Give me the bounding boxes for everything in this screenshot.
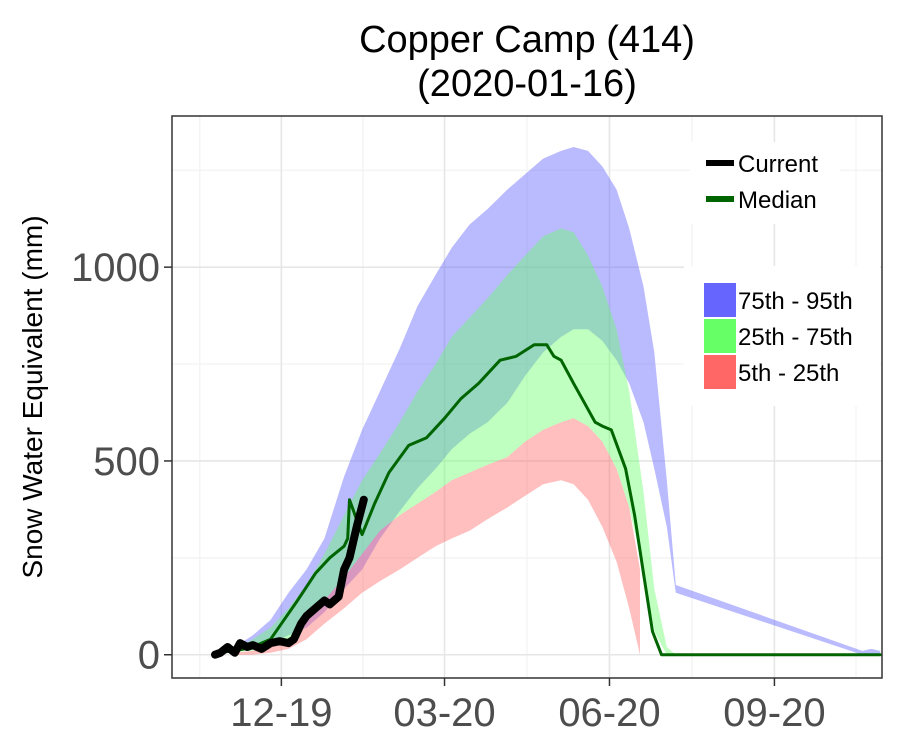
plot-border: [171, 115, 883, 679]
y-axis-ticks: 0 500 1000: [71, 246, 172, 678]
legend-band-key: [704, 319, 736, 353]
x-tick-label: 06-20: [558, 691, 660, 735]
legend-line-label: Median: [738, 187, 817, 214]
x-axis-ticks: 12-19 03-20 06-20 09-20: [230, 678, 826, 735]
y-axis-label: Snow Water Equivalent (mm): [17, 215, 48, 578]
legend-band-label: 5th - 25th: [738, 360, 839, 387]
y-tick-label: 500: [93, 440, 160, 484]
legend-band-label: 25th - 75th: [738, 324, 853, 351]
legend-band-key: [704, 355, 736, 389]
band-75th-95th: [215, 147, 881, 655]
series-lines: [211, 343, 882, 659]
legend-band-key: [704, 283, 736, 317]
y-tick-label: 1000: [71, 246, 160, 290]
band-25th-75th: [215, 228, 676, 655]
legend-lines: Current Median: [690, 142, 840, 224]
series-line-median: [213, 343, 882, 657]
x-tick-label: 12-19: [230, 691, 332, 735]
y-tick-label: 0: [138, 634, 160, 678]
legend-line-label: Current: [738, 151, 818, 178]
chart-title-line1: Copper Camp (414): [359, 19, 695, 61]
chart-title-line2: (2020-01-16): [417, 63, 637, 105]
legend-lines-box: [690, 142, 840, 224]
x-tick-label: 03-20: [393, 691, 495, 735]
legend-bands: 75th - 95th 25th - 75th 5th - 25th: [684, 266, 880, 406]
x-tick-label: 09-20: [723, 691, 825, 735]
series-line-current: [211, 495, 368, 659]
legend-band-label: 75th - 95th: [738, 288, 853, 315]
